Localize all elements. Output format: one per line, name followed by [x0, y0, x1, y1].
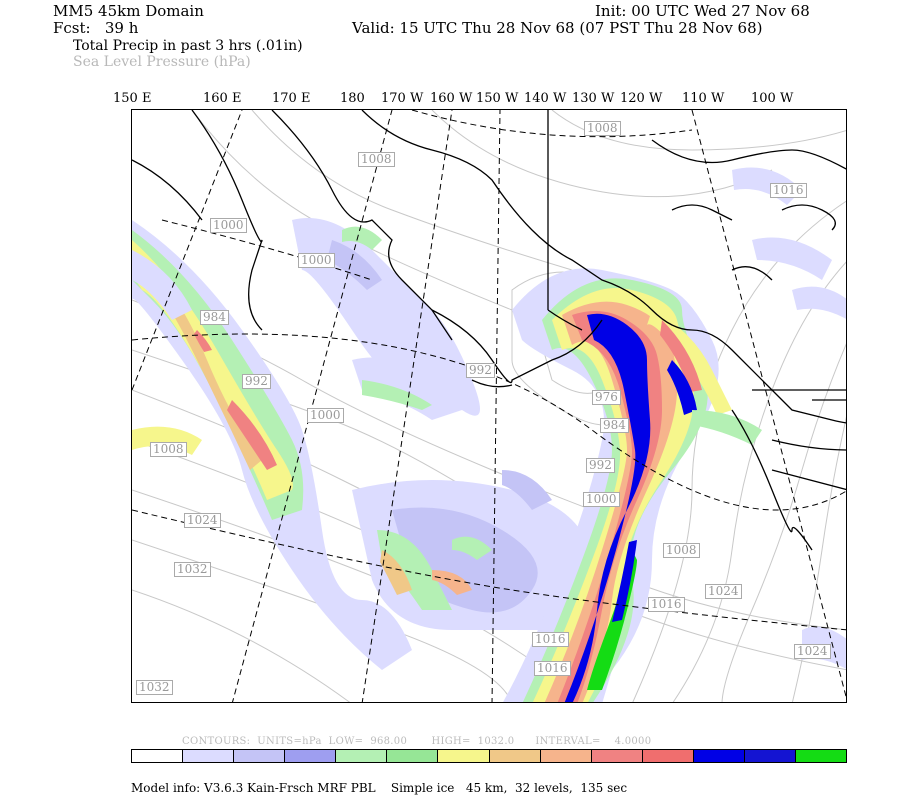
colorbar-cell [744, 750, 797, 762]
precip-colorbar [131, 749, 847, 763]
isobar-label: 1024 [705, 584, 742, 599]
longitude-label: 100 W [751, 91, 794, 106]
isobar-label: 1032 [136, 680, 173, 695]
isobar-label: 1008 [150, 442, 187, 457]
colorbar-cell [489, 750, 541, 762]
longitude-label: 120 W [620, 91, 663, 106]
model-info: Model info: V3.6.3 Kain-Frsch MRF PBL Si… [131, 781, 628, 795]
isobar-label: 1016 [648, 597, 685, 612]
isobar-label: 1016 [532, 632, 569, 647]
map-panel: 1008 1008 1000 1000 984 992 1000 1008 99… [131, 109, 847, 703]
isobar-label: 1016 [534, 661, 571, 676]
colorbar-cell [540, 750, 592, 762]
colorbar-cell [336, 750, 388, 762]
colorbar-cell [132, 750, 184, 762]
isobar-label: 1024 [794, 644, 831, 659]
isobar-label: 1016 [770, 183, 807, 198]
isobar-label: 1000 [298, 253, 335, 268]
isobar-label: 984 [200, 310, 229, 325]
longitude-label: 140 W [524, 91, 567, 106]
colorbar-cell [693, 750, 745, 762]
graticule [132, 110, 846, 702]
isobar-label: 976 [592, 390, 621, 405]
domain-title: MM5 45km Domain [53, 2, 204, 20]
isobar-label: 1000 [210, 218, 247, 233]
isobar-label: 1032 [174, 562, 211, 577]
longitude-label: 170 W [381, 91, 424, 106]
colorbar-cell [387, 750, 439, 762]
colorbar-cell [591, 750, 643, 762]
colorbar-cell [234, 750, 286, 762]
isobar-label: 1008 [663, 543, 700, 558]
longitude-label: 130 W [572, 91, 615, 106]
field-precip-label: Total Precip in past 3 hrs (.01in) [73, 38, 303, 54]
colorbar-cell [796, 750, 847, 762]
isobar-label: 1000 [307, 408, 344, 423]
colorbar-cell [642, 750, 694, 762]
contour-info: CONTOURS: UNITS=hPa LOW= 968.00 HIGH= 10… [182, 736, 652, 747]
isobar-label: 992 [586, 458, 615, 473]
isobar-label: 992 [466, 363, 495, 378]
colorbar-cell [438, 750, 490, 762]
longitude-label: 160 E [203, 91, 242, 106]
longitude-label: 180 [340, 91, 365, 106]
colorbar-cell [285, 750, 337, 762]
isobar-label: 1000 [583, 492, 620, 507]
isobar-label: 984 [600, 418, 629, 433]
longitude-label: 150 E [113, 91, 152, 106]
longitude-label: 160 W [430, 91, 473, 106]
field-slp-label: Sea Level Pressure (hPa) [73, 54, 251, 70]
init-time: Init: 00 UTC Wed 27 Nov 68 [595, 2, 810, 20]
isobar-label: 1008 [358, 152, 395, 167]
forecast-hour: Fcst: 39 h [53, 19, 139, 37]
longitude-label: 110 W [682, 91, 725, 106]
valid-time: Valid: 15 UTC Thu 28 Nov 68 (07 PST Thu … [352, 19, 763, 37]
isobar-label: 992 [242, 374, 271, 389]
isobar-label: 1024 [184, 513, 221, 528]
map-canvas [132, 110, 846, 702]
longitude-label: 170 E [272, 91, 311, 106]
isobar-label: 1008 [584, 121, 621, 136]
colorbar-cell [183, 750, 235, 762]
longitude-label: 150 W [476, 91, 519, 106]
coastlines [132, 110, 846, 551]
precip-shading [132, 167, 846, 702]
